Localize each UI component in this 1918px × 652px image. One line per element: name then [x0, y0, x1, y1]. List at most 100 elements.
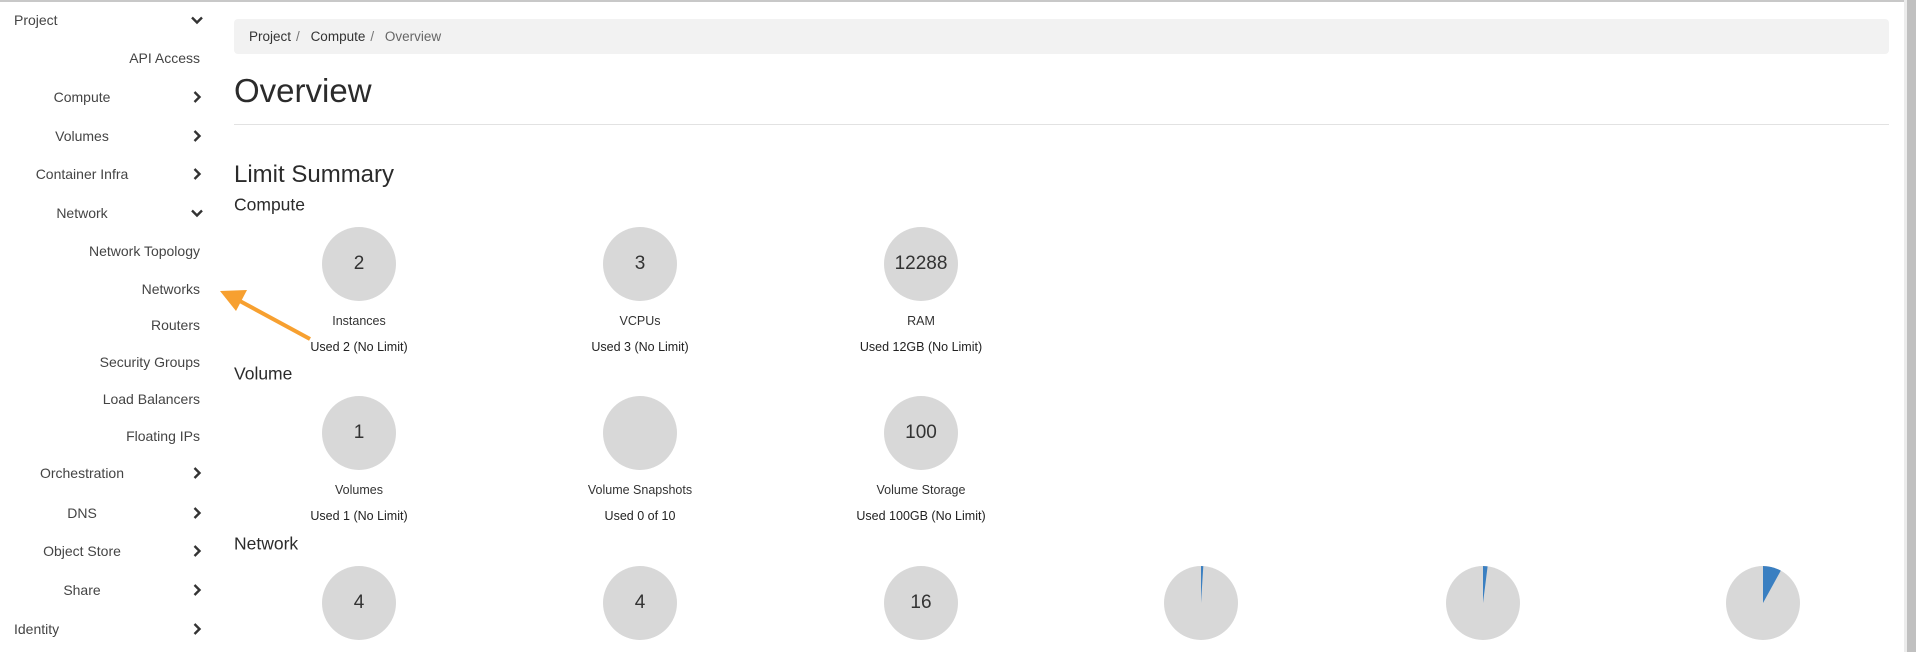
scrollbar-track[interactable]: [1904, 0, 1907, 652]
sidebar-item-network[interactable]: Network: [0, 205, 200, 221]
sidebar-item-networks[interactable]: Networks: [142, 281, 200, 297]
usage-circle: 3: [603, 227, 677, 301]
sidebar-item-label: Share: [63, 582, 101, 598]
usage-circle: [603, 396, 677, 470]
scrollbar[interactable]: [1907, 0, 1916, 652]
usage-pie-chart: [1633, 566, 1893, 640]
usage-value: 4: [634, 592, 646, 613]
usage-circle: 16: [884, 566, 958, 640]
usage-pie-chart: 4: [229, 566, 489, 640]
usage-circle: 12288: [884, 227, 958, 301]
usage-circle: 1: [322, 396, 396, 470]
sidebar-item-label: Routers: [150, 317, 200, 333]
sidebar: Project Identity API Access Compute Volume…: [0, 0, 215, 652]
page-title: Overview: [234, 72, 372, 109]
usage-circle: 4: [603, 566, 677, 640]
sidebar-item-label: Security Groups: [99, 354, 200, 370]
usage-pie-chart: Volume Snapshots Used 0 of 10: [510, 396, 770, 523]
usage-value: 100: [905, 422, 937, 443]
usage-label: RAM: [907, 314, 935, 328]
usage-value: 3: [634, 253, 646, 274]
sidebar-item-label: Network Topology: [88, 243, 200, 259]
sidebar-item-label: Orchestration: [39, 465, 125, 481]
usage-text: Used 100GB (No Limit): [856, 509, 986, 523]
usage-circle: 2: [322, 227, 396, 301]
usage-pie-chart: [1353, 566, 1613, 640]
usage-text: Used 2 (No Limit): [310, 340, 408, 354]
sidebar-item-object-store[interactable]: Object Store: [0, 543, 200, 559]
sidebar-item-routers[interactable]: Routers: [151, 317, 200, 333]
usage-pie-chart: [1071, 566, 1331, 640]
sidebar-item-volumes[interactable]: Volumes: [0, 128, 200, 144]
usage-value: 1: [353, 422, 365, 443]
sidebar-item-security-groups[interactable]: Security Groups: [100, 354, 200, 370]
sidebar-item-label: Object Store: [43, 543, 121, 559]
chevron-right-icon[interactable]: [190, 90, 204, 104]
chevron-right-icon[interactable]: [190, 506, 204, 520]
usage-pie-chart: 4: [510, 566, 770, 640]
chevron-down-icon[interactable]: [190, 206, 204, 220]
sidebar-item-label: Load Balancers: [102, 391, 200, 407]
sidebar-item-container-infra[interactable]: Container Infra: [0, 166, 200, 182]
usage-circle: 100: [884, 396, 958, 470]
divider: [234, 124, 1889, 125]
pie-used-slice: [1763, 566, 1781, 603]
usage-pie-chart: 3 VCPUs Used 3 (No Limit): [510, 227, 770, 354]
chevron-right-icon[interactable]: [190, 167, 204, 181]
sidebar-item-api-access[interactable]: API Access: [129, 50, 200, 66]
usage-circle: [1164, 566, 1238, 640]
usage-circle: 4: [322, 566, 396, 640]
sidebar-item-network-topology[interactable]: Network Topology: [89, 243, 200, 259]
chevron-right-icon[interactable]: [190, 544, 204, 558]
usage-pie-chart: 2 Instances Used 2 (No Limit): [229, 227, 489, 354]
sidebar-item-project[interactable]: Project: [14, 12, 58, 28]
sidebar-item-orchestration[interactable]: Orchestration: [0, 465, 200, 481]
usage-circle: [1726, 566, 1800, 640]
breadcrumb-project[interactable]: Project: [249, 29, 292, 44]
section-heading-network: Network: [234, 533, 299, 554]
usage-text: Used 12GB (No Limit): [859, 340, 983, 354]
usage-label: Volume Storage: [876, 483, 966, 497]
breadcrumb: Project / Compute / Overview: [234, 19, 1889, 54]
usage-text: Used 3 (No Limit): [591, 340, 689, 354]
sidebar-item-label: Networks: [141, 281, 200, 297]
sidebar-item-dns[interactable]: DNS: [0, 505, 200, 521]
sidebar-item-label: Compute: [53, 89, 111, 105]
usage-text: Used 1 (No Limit): [310, 509, 408, 523]
usage-label: VCPUs: [619, 314, 661, 328]
usage-text: Used 0 of 10: [604, 509, 676, 523]
breadcrumb-overview: Overview: [384, 29, 442, 44]
usage-value: 4: [353, 592, 365, 613]
usage-pie-chart: 16: [791, 566, 1051, 640]
usage-pie-chart: 100 Volume Storage Used 100GB (No Limit): [791, 396, 1051, 523]
sidebar-item-compute[interactable]: Compute: [0, 89, 200, 105]
usage-pie-chart: 1 Volumes Used 1 (No Limit): [229, 396, 489, 523]
sidebar-item-label: Network: [56, 205, 108, 221]
pie-used-slice: [1483, 566, 1488, 603]
sidebar-item-label: Floating IPs: [126, 428, 200, 444]
breadcrumb-compute[interactable]: Compute: [310, 29, 366, 44]
sidebar-item-share[interactable]: Share: [0, 582, 200, 598]
usage-pie-chart: 12288 RAM Used 12GB (No Limit): [791, 227, 1051, 354]
sidebar-item-label: API Access: [129, 50, 200, 66]
window-top-border: [0, 0, 1905, 2]
sidebar-item-floating-ips[interactable]: Floating IPs: [126, 428, 200, 444]
sidebar-item-label: Container Infra: [35, 166, 129, 182]
limit-summary-heading: Limit Summary: [234, 161, 395, 188]
chevron-right-icon[interactable]: [190, 583, 204, 597]
pie-used-slice: [1201, 566, 1204, 603]
usage-label: Volume Snapshots: [587, 483, 693, 497]
usage-circle: [1446, 566, 1520, 640]
sidebar-item-label: Volumes: [55, 128, 109, 144]
sidebar-item-identity[interactable]: Identity: [14, 621, 60, 637]
usage-value: 2: [353, 253, 365, 274]
chevron-right-icon[interactable]: [190, 622, 204, 636]
sidebar-item-load-balancers[interactable]: Load Balancers: [103, 391, 200, 407]
section-heading-compute: Compute: [234, 194, 306, 215]
section-heading-volume: Volume: [234, 363, 293, 384]
usage-value: 12288: [894, 253, 948, 274]
chevron-right-icon[interactable]: [190, 129, 204, 143]
chevron-right-icon[interactable]: [190, 466, 204, 480]
sidebar-item-label: DNS: [67, 505, 97, 521]
chevron-down-icon[interactable]: [190, 13, 204, 27]
